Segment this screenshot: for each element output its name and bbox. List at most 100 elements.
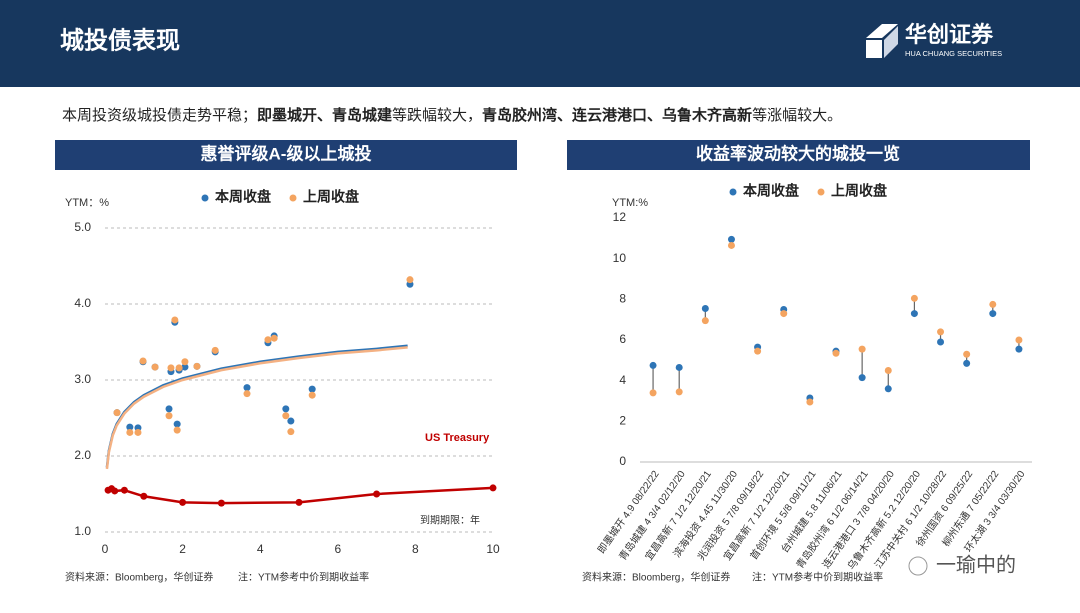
- line-marker: [179, 498, 187, 506]
- point: [1015, 336, 1023, 344]
- point: [243, 384, 251, 392]
- intro-text: 本周投资级城投债走势平稳；: [62, 107, 258, 124]
- legend-label: 上周收盘: [831, 183, 887, 199]
- point: [167, 364, 175, 372]
- watermark-icon: [908, 556, 928, 576]
- y-tick-label: 12: [613, 210, 627, 224]
- point: [287, 417, 295, 425]
- x-tick-label: 6: [334, 542, 341, 556]
- line-marker: [217, 499, 225, 507]
- point: [308, 391, 316, 399]
- legend-label: 上周收盘: [303, 189, 359, 205]
- intro-text: 等跌幅较大，: [392, 107, 483, 124]
- point: [151, 363, 159, 371]
- intro-text: 等涨幅较大。: [752, 107, 843, 124]
- point: [989, 300, 997, 308]
- y-tick-label: 0: [619, 454, 626, 468]
- point: [727, 235, 735, 243]
- point: [806, 398, 814, 406]
- point: [780, 310, 788, 318]
- point: [134, 428, 142, 436]
- watermark: 一瑜中的: [936, 553, 1016, 576]
- y-tick-label: 1.0: [74, 524, 91, 538]
- y-tick-label: 4.0: [74, 296, 91, 310]
- line-marker: [373, 490, 381, 498]
- point: [937, 338, 945, 346]
- point: [963, 359, 971, 367]
- note: 注：YTM参考中价到期收益率: [752, 571, 883, 584]
- y-tick-label: 4: [619, 373, 626, 387]
- point: [126, 423, 134, 431]
- x-tick-label: 8: [412, 542, 419, 556]
- point: [211, 346, 219, 354]
- point: [649, 361, 657, 369]
- line-marker: [140, 492, 148, 500]
- x-tick-label: 0: [102, 542, 109, 556]
- point: [884, 385, 892, 393]
- point: [910, 294, 918, 302]
- line-marker: [111, 487, 119, 495]
- legend-label: 本周收盘: [743, 183, 799, 199]
- logo-icon: [866, 24, 898, 58]
- point: [675, 388, 683, 396]
- legend-marker: [817, 188, 825, 196]
- x-tick-label: 4: [257, 542, 264, 556]
- point: [989, 310, 997, 318]
- point: [193, 362, 201, 370]
- legend-label: 本周收盘: [215, 189, 271, 205]
- point: [181, 363, 189, 371]
- intro-text: 即墨城开、青岛城建: [257, 107, 393, 124]
- y-tick-label: 10: [613, 251, 627, 265]
- point: [858, 345, 866, 353]
- point: [282, 412, 290, 420]
- x-tick-label: 10: [486, 542, 500, 556]
- y-tick-label: 6: [619, 332, 626, 346]
- point: [173, 420, 181, 428]
- point: [308, 385, 316, 393]
- y-axis-label: YTM:%: [612, 197, 648, 209]
- panel-header: [55, 140, 517, 170]
- panel-header: [567, 140, 1030, 170]
- point: [175, 364, 183, 372]
- y-tick-label: 8: [619, 292, 626, 306]
- point: [113, 409, 121, 417]
- intro: 本周投资级城投债走势平稳；即墨城开、青岛城建等跌幅较大，青岛胶州湾、连云港港口、…: [62, 104, 842, 125]
- y-tick-label: 2: [619, 414, 626, 428]
- point: [884, 367, 892, 374]
- chart-title: 收益率波动较大的城投一览: [696, 143, 900, 163]
- point: [173, 426, 181, 434]
- point: [754, 347, 762, 355]
- y-axis-label: YTM：%: [65, 197, 109, 209]
- header-title: 城投债表现: [60, 26, 180, 54]
- y-tick-label: 2.0: [74, 448, 91, 462]
- line-marker: [295, 498, 303, 506]
- line-marker: [489, 484, 497, 492]
- x-axis-label: 到期期限：年: [420, 514, 480, 527]
- point: [181, 358, 189, 366]
- point: [287, 428, 295, 436]
- point: [675, 363, 683, 371]
- legend-marker: [729, 188, 737, 196]
- y-tick-label: 3.0: [74, 372, 91, 386]
- point: [1015, 345, 1023, 353]
- point: [171, 316, 179, 324]
- point: [165, 405, 173, 413]
- point: [649, 389, 657, 397]
- line: [105, 346, 408, 470]
- note: 注：YTM参考中价到期收益率: [238, 571, 369, 584]
- logo-text: 华创证券: [905, 22, 994, 47]
- line-marker: [120, 486, 128, 494]
- point: [126, 428, 134, 436]
- logo-sub: HUA CHUANG SECURITIES: [905, 49, 1002, 58]
- legend-marker: [289, 194, 297, 202]
- point: [910, 310, 918, 318]
- x-tick-label: 2: [179, 542, 186, 556]
- point: [963, 350, 971, 358]
- point: [701, 304, 709, 312]
- legend-marker: [201, 194, 209, 202]
- point: [270, 334, 278, 342]
- point: [282, 405, 290, 413]
- point: [264, 336, 272, 344]
- point: [832, 349, 840, 357]
